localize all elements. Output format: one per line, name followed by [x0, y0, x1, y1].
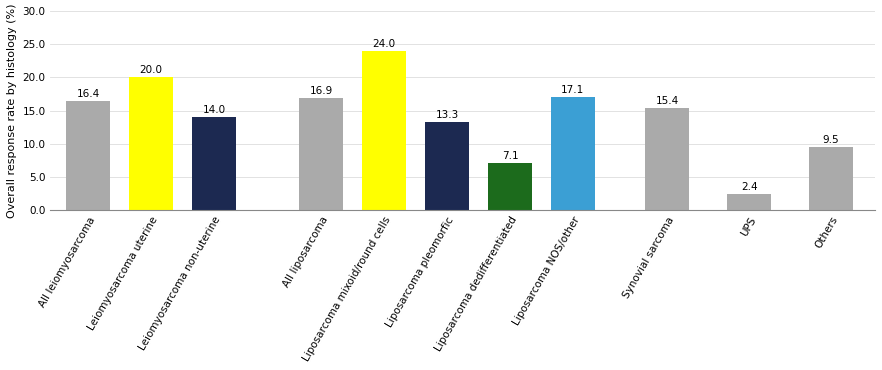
Text: 9.5: 9.5: [823, 135, 840, 145]
Text: 2.4: 2.4: [741, 182, 758, 192]
Bar: [192, 117, 236, 210]
Text: 17.1: 17.1: [561, 85, 585, 95]
Text: 20.0: 20.0: [139, 65, 162, 75]
Bar: [362, 51, 406, 210]
Bar: [809, 147, 853, 210]
Bar: [488, 163, 532, 210]
Bar: [66, 101, 110, 210]
Text: 13.3: 13.3: [436, 110, 459, 120]
Bar: [646, 108, 690, 210]
Bar: [551, 97, 595, 210]
Text: 16.4: 16.4: [77, 89, 100, 99]
Bar: [129, 77, 173, 210]
Bar: [727, 194, 771, 210]
Bar: [425, 122, 469, 210]
Text: 7.1: 7.1: [502, 151, 519, 161]
Y-axis label: Overall response rate by histology (%): Overall response rate by histology (%): [7, 3, 17, 218]
Text: 24.0: 24.0: [372, 39, 396, 49]
Text: 16.9: 16.9: [310, 86, 333, 96]
Text: 15.4: 15.4: [655, 96, 679, 106]
Text: 14.0: 14.0: [203, 105, 226, 115]
Bar: [299, 98, 343, 210]
